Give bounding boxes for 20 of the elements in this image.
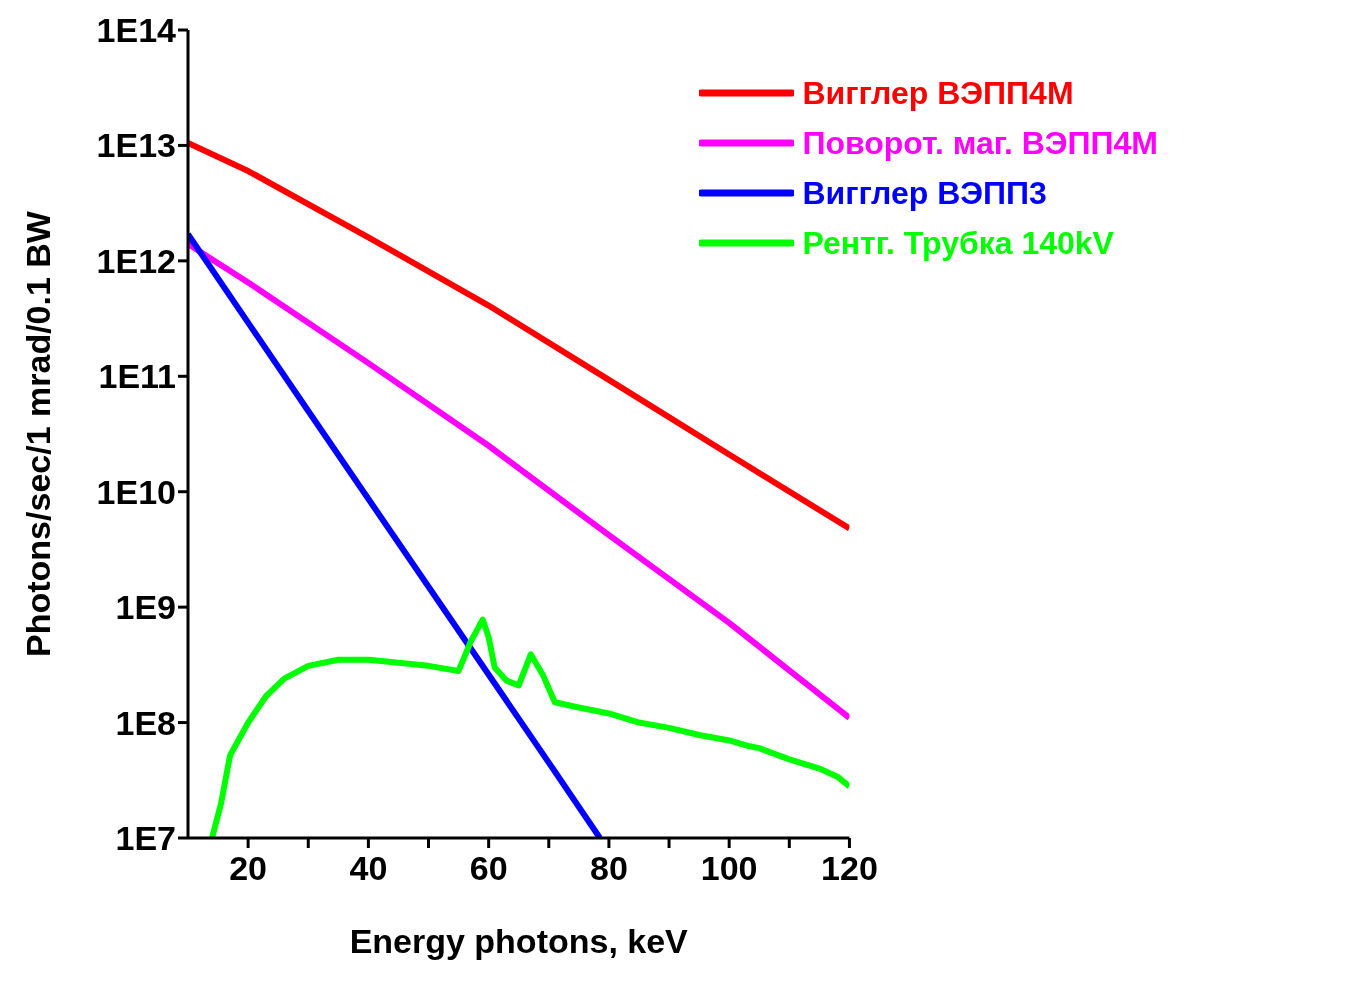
x-tick-label: 80 [590, 849, 628, 888]
y-tick-label: 1E7 [115, 819, 176, 858]
x-tick-label: 100 [700, 849, 758, 888]
x-tick-label: 120 [821, 849, 878, 888]
y-tick-label: 1E13 [96, 126, 176, 165]
legend-label: Вигглер ВЭПП4М [802, 74, 1074, 112]
y-tick-label: 1E11 [98, 357, 176, 396]
legend-label: Вигглер ВЭПП3 [802, 174, 1047, 212]
y-tick-label: 1E9 [115, 588, 176, 627]
y-tick-label: 1E14 [96, 11, 177, 50]
x-tick-label: 20 [229, 849, 268, 888]
y-axis-title: Photons/sec/1 mrad/0.1 BW [19, 210, 58, 657]
y-tick-label: 1E12 [96, 241, 176, 280]
y-tick-label: 1E10 [96, 472, 176, 511]
legend-label: Поворот. маг. ВЭПП4М [802, 124, 1158, 162]
x-tick-label: 60 [469, 849, 508, 888]
x-axis-title: Energy photons, keV [349, 922, 689, 960]
x-tick-label: 40 [349, 849, 388, 888]
y-tick-label: 1E8 [115, 703, 176, 742]
legend-label: Рентг. Трубка 140kV [802, 224, 1114, 262]
